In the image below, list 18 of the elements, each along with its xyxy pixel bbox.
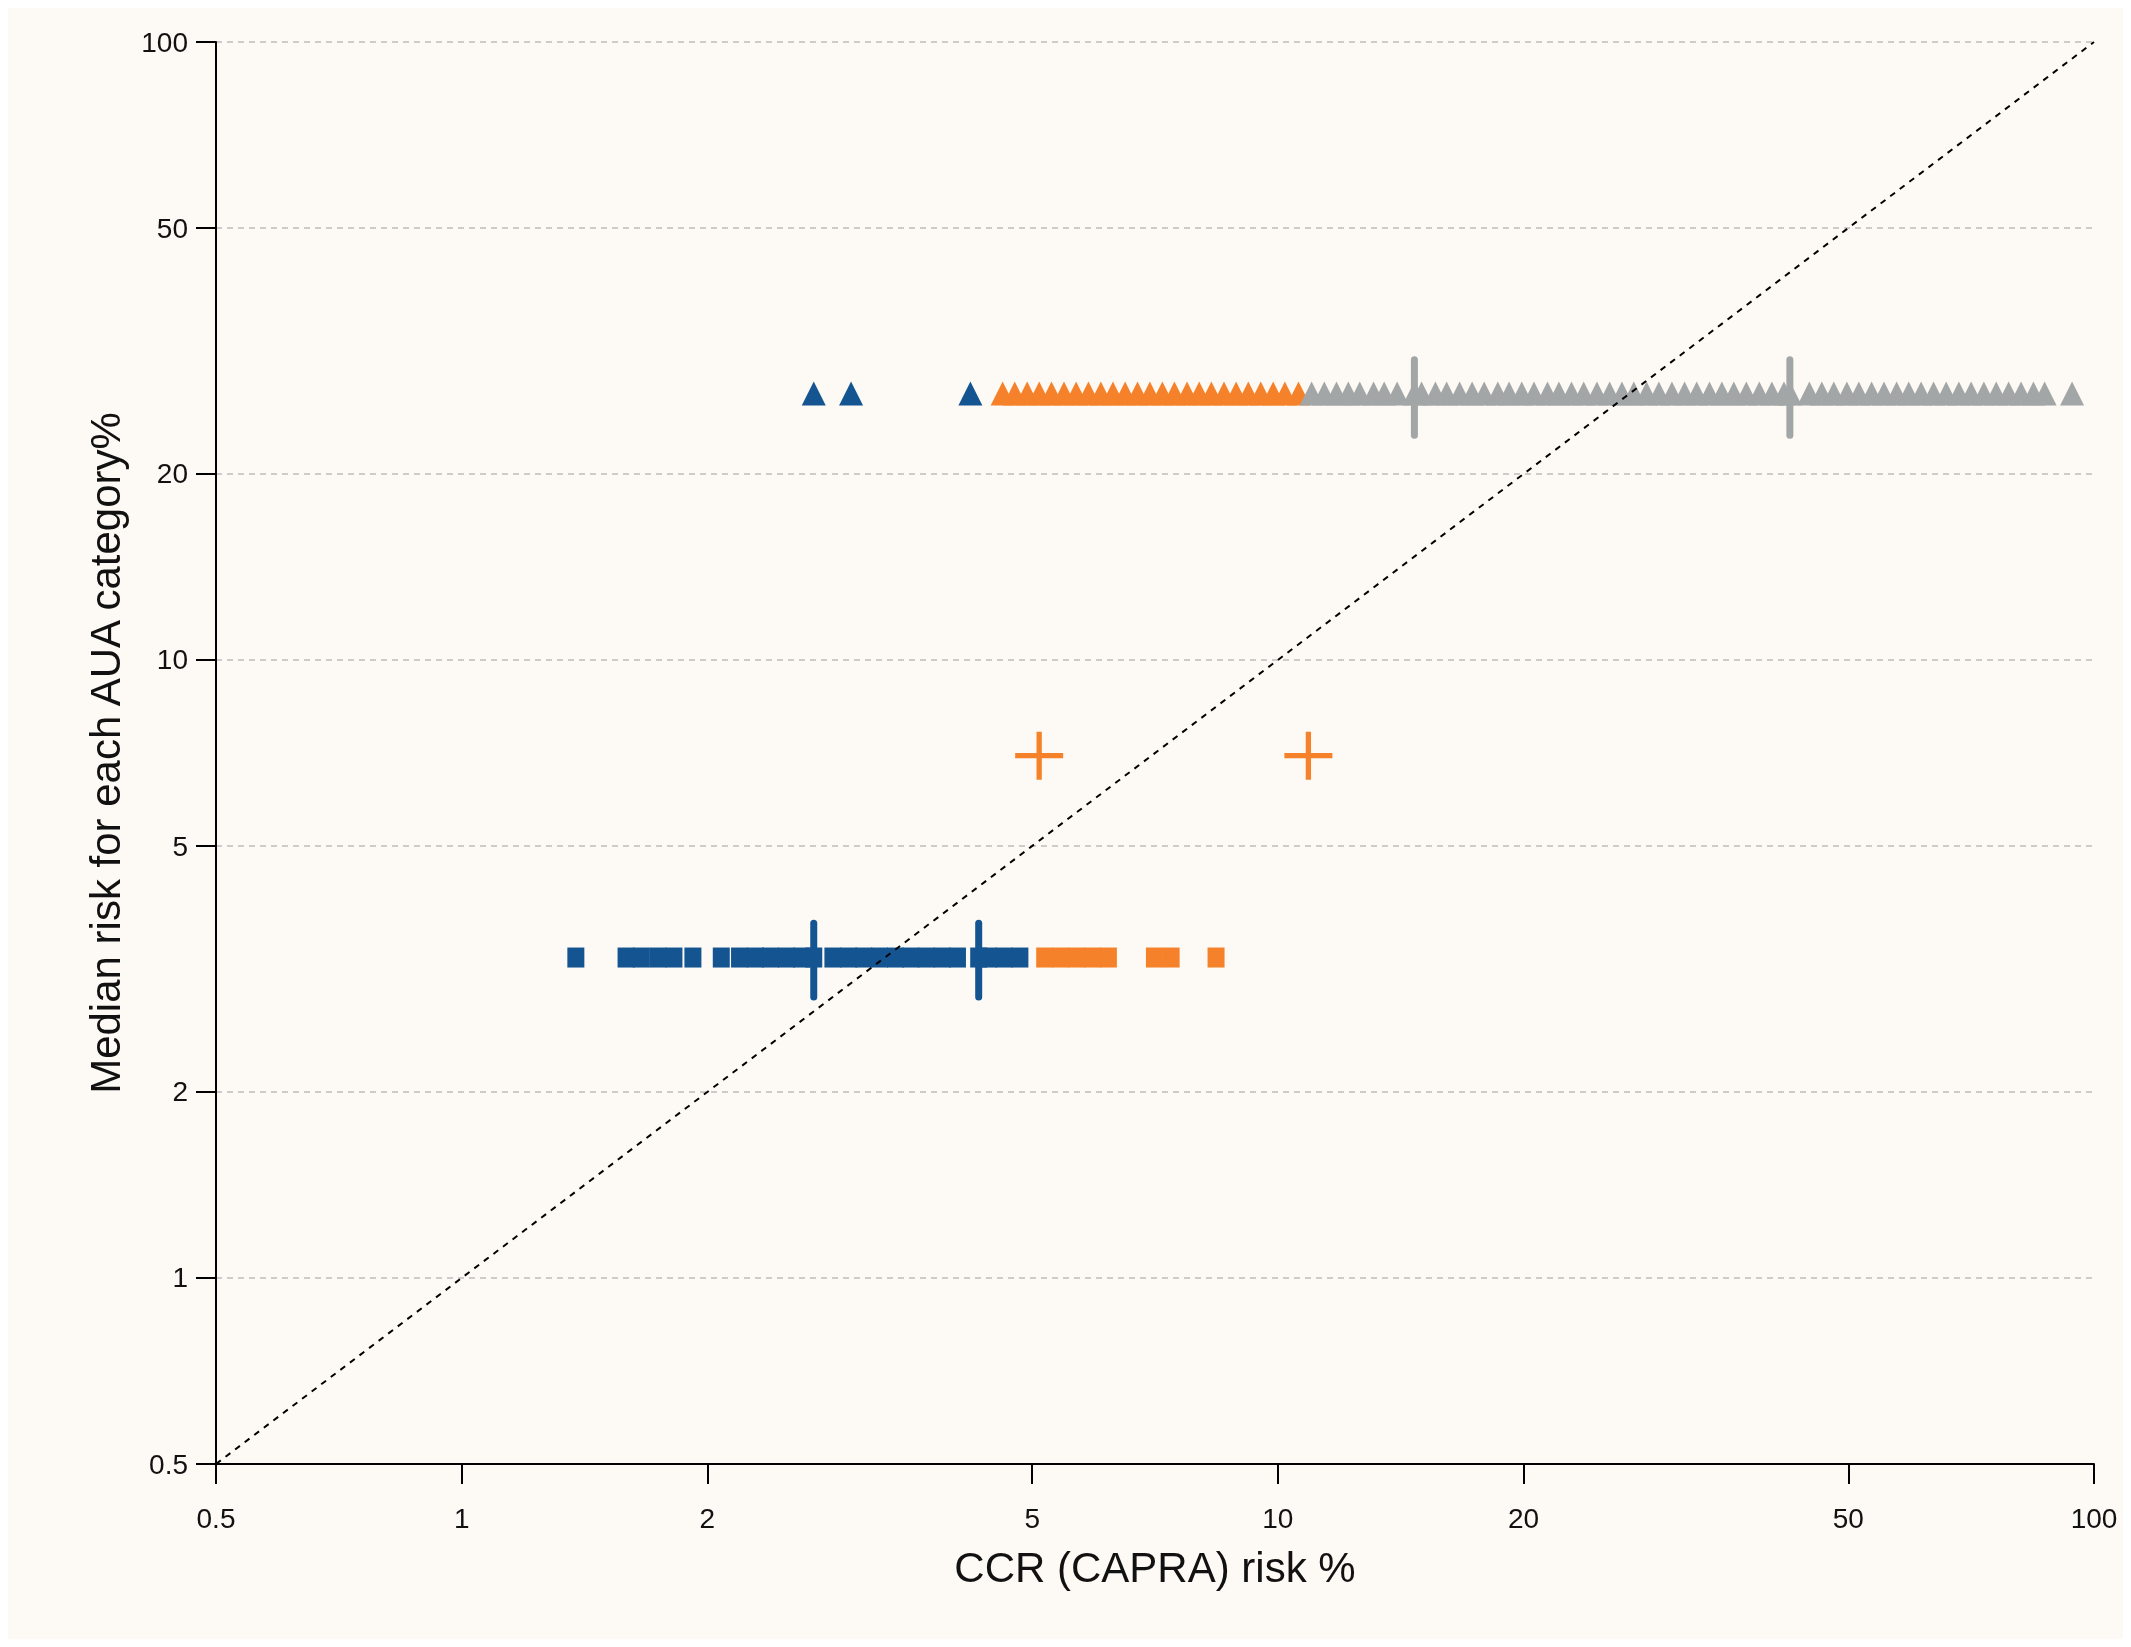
x-tick-label: 1 xyxy=(453,1502,470,1534)
x-tick-label: 10 xyxy=(1262,1502,1294,1534)
x-tick-label: 5 xyxy=(1024,1502,1040,1534)
y-tick-label: 5 xyxy=(172,830,188,862)
x-tick-label: 20 xyxy=(1507,1502,1540,1534)
x-tick-label: 2 xyxy=(699,1502,716,1534)
x-tick-label: 100 xyxy=(2070,1502,2118,1534)
y-tick-label: 2 xyxy=(172,1076,188,1108)
y-tick-label: 50 xyxy=(156,212,188,244)
y-tick-label: 0.5 xyxy=(149,1448,188,1480)
x-tick-label: 50 xyxy=(1832,1502,1864,1534)
y-tick-label: 20 xyxy=(156,458,188,490)
y-tick-label: 1 xyxy=(172,1262,188,1294)
y-tick-label: 10 xyxy=(156,644,188,676)
y-tick-label: 100 xyxy=(141,26,188,58)
x-tick-label: 0.5 xyxy=(196,1502,236,1534)
y-axis-title: Median risk for each AUA category% xyxy=(81,412,129,1094)
x-axis-title: CCR (CAPRA) risk % xyxy=(954,1543,1356,1591)
